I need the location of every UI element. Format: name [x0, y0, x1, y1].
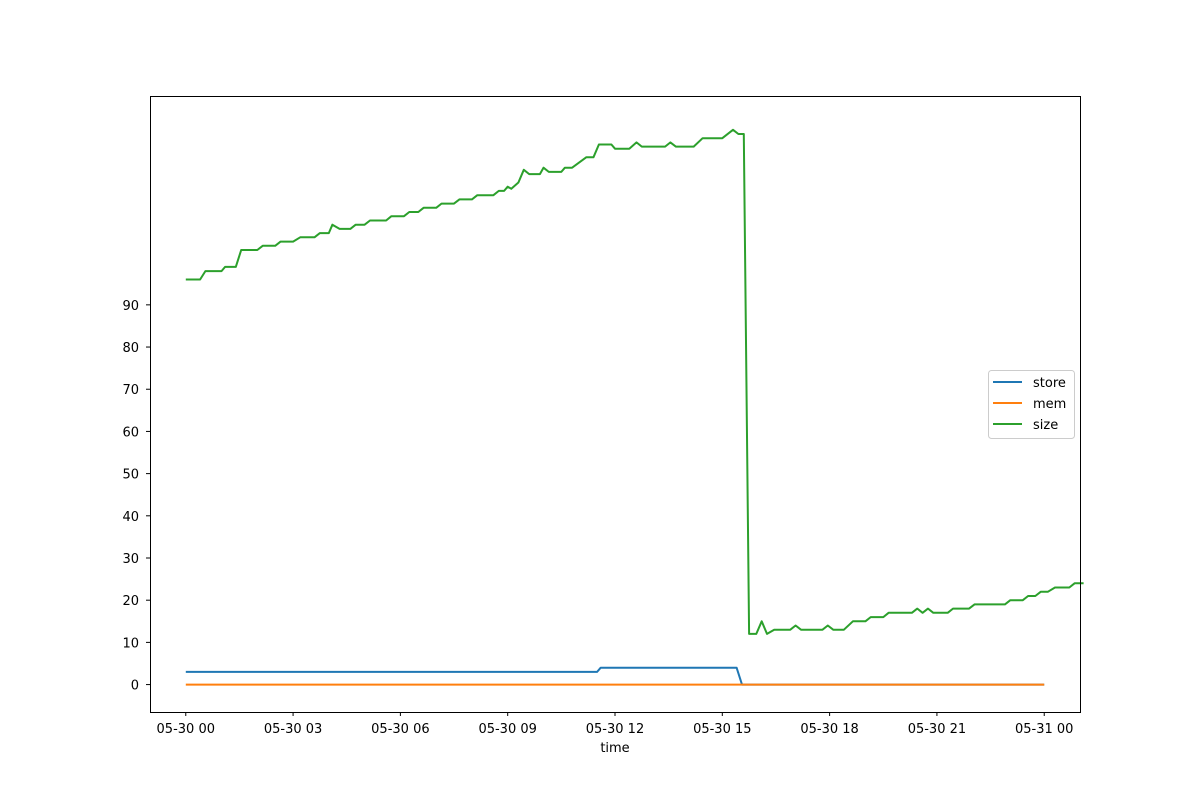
y-tick-label: 10: [122, 636, 139, 651]
x-tick-label: 05-30 00: [157, 722, 215, 737]
y-tick-label: 40: [122, 510, 139, 525]
x-axis-label: time: [600, 741, 629, 756]
x-tick-label: 05-30 18: [800, 722, 858, 737]
y-tick-label: 30: [122, 552, 139, 567]
y-axis: 0 10 20 30 40 50 60 70 80 90: [122, 299, 150, 694]
legend: store mem size: [988, 370, 1075, 439]
series-line-size: [185, 128, 1084, 635]
y-tick-label: 70: [122, 383, 139, 398]
x-tick-label: 05-30 15: [693, 722, 751, 737]
y-tick-label: 50: [122, 468, 139, 483]
y-tick-label: 80: [122, 341, 139, 356]
x-axis: 05-30 00 05-30 03 05-30 06 05-30 09 05-30 12…: [157, 712, 1073, 737]
x-tick-label: 05-30 12: [586, 722, 644, 737]
legend-label-store: store: [1033, 376, 1066, 391]
y-tick-label: 20: [122, 594, 139, 609]
x-tick-label: 05-30 06: [371, 722, 429, 737]
x-tick-label: 05-30 09: [478, 722, 536, 737]
legend-box: [988, 370, 1075, 439]
x-tick-label: 05-31 00: [1015, 722, 1073, 737]
y-tick-label: 60: [122, 425, 139, 440]
legend-label-mem: mem: [1033, 397, 1066, 412]
x-tick-label: 05-30 03: [264, 722, 322, 737]
y-tick-label: 90: [122, 299, 139, 314]
x-tick-label: 05-30 21: [908, 722, 966, 737]
y-tick-label: 0: [131, 679, 139, 694]
legend-label-size: size: [1033, 418, 1058, 433]
plot-area: [185, 128, 1084, 686]
